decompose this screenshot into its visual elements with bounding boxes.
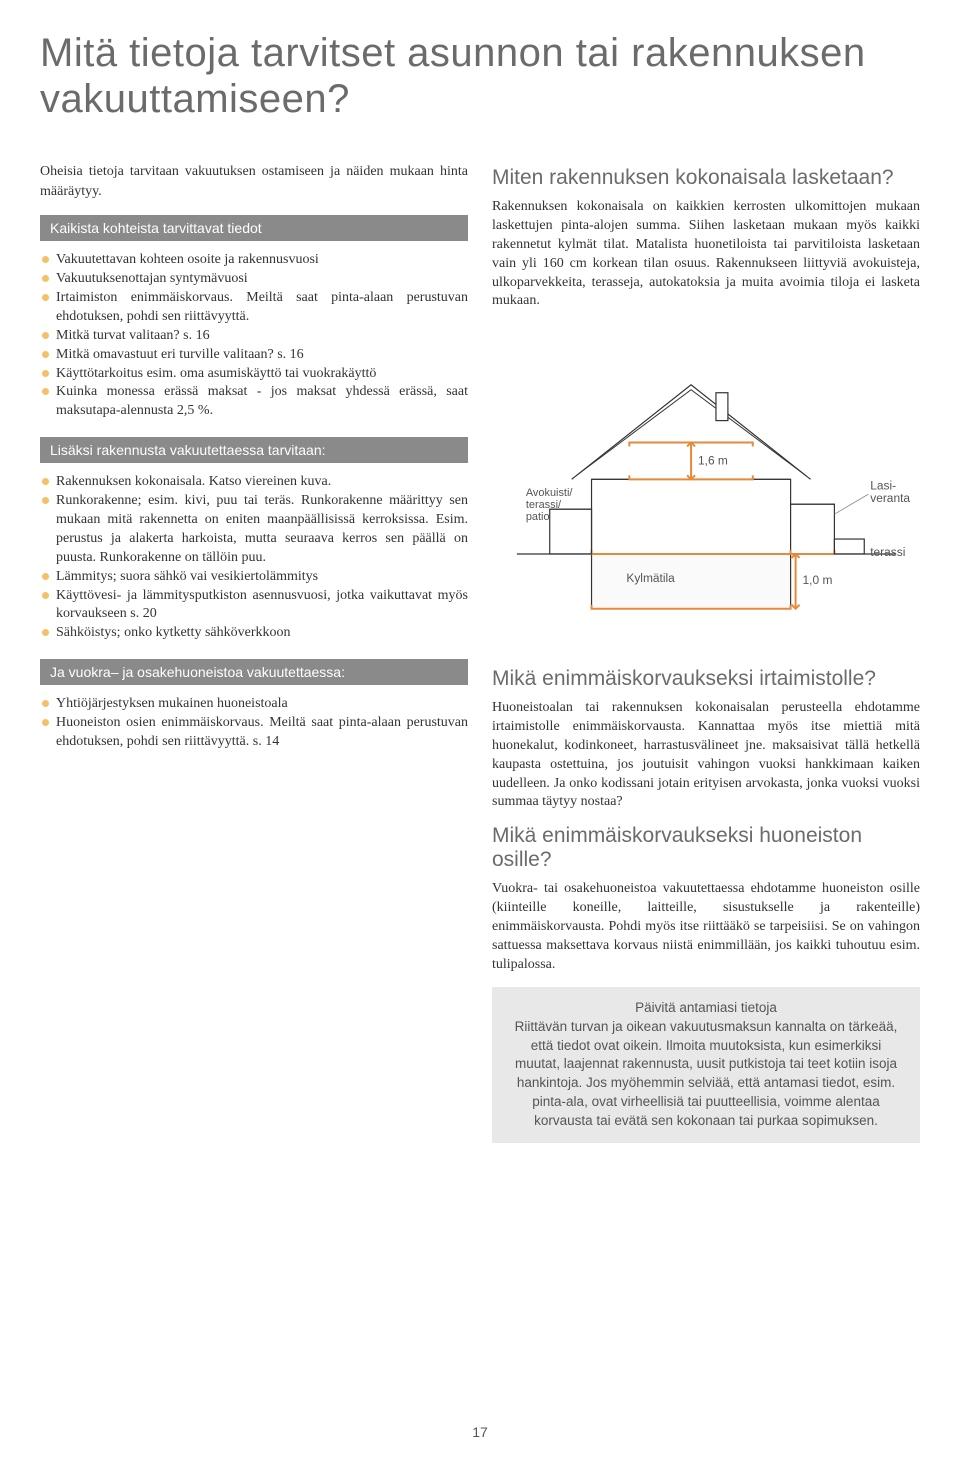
list-item: Vakuutuksenottajan syntymävuosi <box>40 270 468 289</box>
list-item: Kuinka monessa erässä maksat - jos maksa… <box>40 383 468 421</box>
list-item: Lämmitys; suora sähkö vai vesikiertolämm… <box>40 568 468 587</box>
box3-list: Yhtiöjärjestyksen mukainen huoneistoala … <box>40 695 468 752</box>
info-box-title: Päivitä antamiasi tietoja <box>508 999 904 1018</box>
page-number: 17 <box>0 1424 960 1440</box>
right-heading-1: Miten rakennuksen kokonaisala lasketaan? <box>492 166 920 190</box>
box2-header: Lisäksi rakennusta vakuutettaessa tarvit… <box>40 437 468 463</box>
list-item: Käyttövesi- ja lämmitysputkiston asennus… <box>40 587 468 625</box>
list-item: Runkorakenne; esim. kivi, puu tai teräs.… <box>40 492 468 568</box>
right-column: Miten rakennuksen kokonaisala lasketaan?… <box>492 162 920 1143</box>
box2-list: Rakennuksen kokonaisala. Katso viereinen… <box>40 473 468 643</box>
right-paragraph-1: Rakennuksen kokonaisala on kaikkien kerr… <box>492 198 920 311</box>
list-item: Huoneiston osien enimmäiskorvaus. Meiltä… <box>40 714 468 752</box>
diagram-label-terassi: terassi <box>870 545 905 559</box>
list-item: Rakennuksen kokonaisala. Katso viereinen… <box>40 473 468 492</box>
list-item: Mitkä omavastuut eri turville valitaan? … <box>40 346 468 365</box>
diagram-label-kylmatila: Kylmätila <box>626 571 675 585</box>
right-heading-2: Mikä enimmäiskorvaukseksi irtaimistolle? <box>492 667 920 691</box>
page-title: Mitä tietoja tarvitset asunnon tai raken… <box>40 30 920 122</box>
house-diagram: Kylmätila 1,0 m Avokuisti/ terassi/ pati… <box>492 335 920 634</box>
list-item: Mitkä turvat valitaan? s. 16 <box>40 327 468 346</box>
list-item: Vakuutettavan kohteen osoite ja rakennus… <box>40 251 468 270</box>
diagram-label-16m: 1,6 m <box>698 454 728 468</box>
list-item: Käyttötarkoitus esim. oma asumiskäyttö t… <box>40 365 468 384</box>
box1-list: Vakuutettavan kohteen osoite ja rakennus… <box>40 251 468 421</box>
two-column-layout: Oheisia tietoja tarvitaan vakuutuksen os… <box>40 162 920 1143</box>
right-paragraph-2: Huoneistoalan tai rakennuksen kokonaisal… <box>492 699 920 812</box>
diagram-label-10m: 1,0 m <box>803 573 833 587</box>
box3-header: Ja vuokra– ja osakehuoneistoa vakuutetta… <box>40 659 468 685</box>
diagram-label-avokuisti: Avokuisti/ terassi/ patio <box>526 488 576 524</box>
info-box-body: Riittävän turvan ja oikean vakuutusmaksu… <box>508 1018 904 1131</box>
right-paragraph-3: Vuokra- tai osakehuoneistoa vakuutettaes… <box>492 880 920 974</box>
box1-header: Kaikista kohteista tarvittavat tiedot <box>40 215 468 241</box>
left-column: Oheisia tietoja tarvitaan vakuutuksen os… <box>40 162 468 1143</box>
list-item: Yhtiöjärjestyksen mukainen huoneistoala <box>40 695 468 714</box>
list-item: Sähköistys; onko kytketty sähköverkkoon <box>40 624 468 643</box>
list-item: Irtaimiston enimmäiskorvaus. Meiltä saat… <box>40 289 468 327</box>
diagram-label-lasi: Lasi- veranta <box>870 479 910 506</box>
intro-paragraph: Oheisia tietoja tarvitaan vakuutuksen os… <box>40 162 468 201</box>
right-heading-3: Mikä enimmäiskorvaukseksi huoneiston osi… <box>492 824 920 872</box>
info-box: Päivitä antamiasi tietoja Riittävän turv… <box>492 987 920 1143</box>
